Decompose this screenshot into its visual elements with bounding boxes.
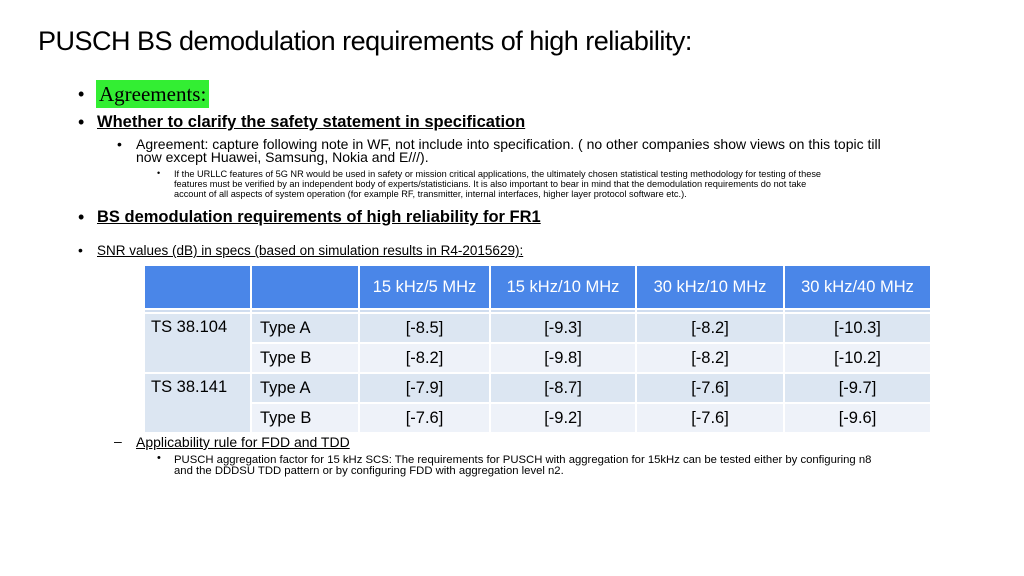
table-header — [143, 264, 252, 310]
value-cell: [-9.7] — [783, 372, 932, 404]
bullet-dot: • — [78, 207, 85, 227]
value-cell: [-10.3] — [783, 312, 932, 344]
type-cell: Type A — [250, 372, 360, 404]
value-cell: [-9.6] — [783, 402, 932, 434]
snr-table: 15 kHz/5 MHz 15 kHz/10 MHz 30 kHz/10 MHz… — [143, 264, 932, 434]
table-row: Type B [-7.6] [-9.2] [-7.6] [-9.6] — [144, 402, 932, 434]
bullet-dot: • — [117, 136, 122, 152]
table-spacer — [143, 308, 932, 314]
applicability-heading: Applicability rule for FDD and TDD — [136, 434, 350, 450]
table-row: TS 38.104 Type A [-8.5] [-9.3] [-8.2] [-… — [143, 312, 932, 374]
value-cell: [-7.6] — [358, 402, 491, 434]
value-cell: [-9.3] — [489, 312, 637, 344]
dash-marker: – — [114, 433, 122, 449]
table-header: 15 kHz/10 MHz — [489, 264, 637, 310]
table-row: TS 38.141 Type A [-7.9] [-8.7] [-7.6] [-… — [143, 372, 932, 434]
bullet-dot: • — [78, 112, 85, 132]
value-cell: [-8.2] — [635, 342, 785, 374]
bullet-dot: • — [157, 452, 161, 464]
agreement-line-1: Agreement: capture following note in WF,… — [136, 136, 881, 152]
table-header — [250, 264, 360, 310]
note-line-1: If the URLLC features of 5G NR would be … — [174, 169, 822, 179]
value-cell: [-9.2] — [489, 402, 637, 434]
note-line-2: features must be verified by an independ… — [174, 179, 807, 189]
bs-demod-heading: BS demodulation requirements of high rel… — [97, 208, 541, 226]
snr-caption: SNR values (dB) in specs (based on simul… — [97, 243, 524, 258]
bullet-dot: • — [78, 84, 85, 104]
type-cell: Type B — [250, 342, 360, 374]
pusch-line-1: PUSCH aggregation factor for 15 kHz SCS:… — [174, 454, 872, 466]
pusch-line-2: and the DDDSU TDD pattern or by configur… — [174, 465, 564, 477]
table-header-row: 15 kHz/5 MHz 15 kHz/10 MHz 30 kHz/10 MHz… — [143, 264, 932, 310]
agreements-label: Agreements: — [96, 80, 210, 108]
value-cell: [-9.8] — [489, 342, 637, 374]
spec-cell: TS 38.104 — [143, 312, 252, 374]
value-cell: [-8.5] — [358, 312, 491, 344]
value-cell: [-8.7] — [489, 372, 637, 404]
value-cell: [-7.6] — [635, 402, 785, 434]
clarify-heading: Whether to clarify the safety statement … — [97, 113, 526, 131]
note-line-3: account of all aspects of system operati… — [174, 189, 687, 199]
type-cell: Type A — [250, 312, 360, 344]
table-header: 30 kHz/40 MHz — [783, 264, 932, 310]
value-cell: [-7.6] — [635, 372, 785, 404]
type-cell: Type B — [250, 402, 360, 434]
bullet-dot: • — [78, 242, 83, 258]
value-cell: [-8.2] — [635, 312, 785, 344]
value-cell: [-8.2] — [358, 342, 491, 374]
table-row: Type B [-8.2] [-9.8] [-8.2] [-10.2] — [144, 342, 932, 374]
table-header: 30 kHz/10 MHz — [635, 264, 785, 310]
value-cell: [-10.2] — [783, 342, 932, 374]
value-cell: [-7.9] — [358, 372, 491, 404]
page-title: PUSCH BS demodulation requirements of hi… — [38, 26, 692, 56]
spec-cell: TS 38.141 — [143, 372, 252, 434]
agreement-line-2: now except Huawei, Samsung, Nokia and E/… — [136, 149, 429, 165]
table-header: 15 kHz/5 MHz — [358, 264, 491, 310]
bullet-dot: • — [157, 168, 161, 178]
